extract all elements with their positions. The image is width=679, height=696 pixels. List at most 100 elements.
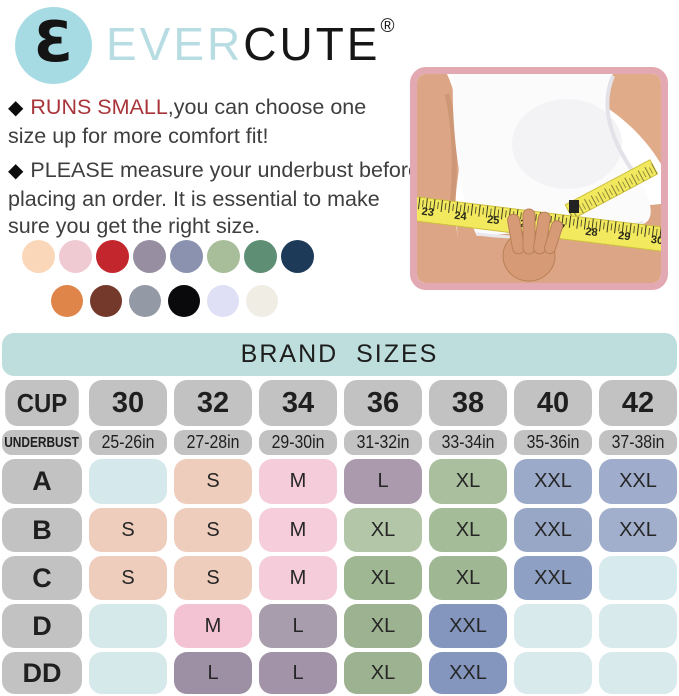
- note-line: ◆ PLEASE measure your underbust before: [8, 157, 420, 186]
- brand-size-table: BRAND SIZES CUP 30 32 34 36 38 40 42 UND…: [2, 333, 677, 694]
- size-cell: [599, 556, 677, 600]
- size-cell: L: [174, 652, 252, 694]
- cup-row-label: C: [2, 556, 82, 600]
- size-cell: XXL: [599, 459, 677, 504]
- tape-number: 24: [454, 210, 468, 224]
- color-swatch: [96, 240, 129, 273]
- tape-number: 30: [650, 234, 661, 247]
- underbust-range-label: 29-30in: [271, 432, 325, 452]
- cup-header: CUP: [5, 380, 79, 426]
- size-cell: [514, 604, 592, 648]
- size-cell: [89, 652, 167, 694]
- underbust-range: 35-36in: [514, 430, 592, 455]
- size-cell: XXL: [514, 556, 592, 600]
- size-cell: XL: [429, 508, 507, 552]
- cup-row-label: A: [2, 459, 82, 504]
- size-cell: S: [174, 459, 252, 504]
- underbust-range-label: 35-36in: [526, 432, 580, 452]
- color-swatch-row-1: [22, 240, 314, 273]
- size-cell: [599, 652, 677, 694]
- brand-name-light: EVER: [106, 18, 244, 70]
- diamond-bullet-icon: ◆: [8, 97, 24, 119]
- tape-number: 25: [486, 214, 500, 227]
- color-swatch: [59, 240, 92, 273]
- color-swatch: [281, 240, 314, 273]
- tape-clip: [569, 200, 579, 213]
- underbust-header: UNDERBUST: [2, 430, 82, 455]
- measuring-tape-end: [564, 159, 659, 220]
- table-title: BRAND SIZES: [2, 333, 677, 376]
- band-size: 34: [259, 380, 337, 426]
- band-size: 30: [89, 380, 167, 426]
- size-cell: L: [344, 459, 422, 504]
- cup-row-label: DD: [2, 652, 82, 694]
- color-swatch: [207, 285, 239, 317]
- color-swatch: [244, 240, 277, 273]
- note-text: PLEASE measure your underbust before: [30, 158, 421, 182]
- size-cell: XL: [344, 604, 422, 648]
- size-cell: S: [89, 556, 167, 600]
- color-swatch: [168, 285, 200, 317]
- size-cell: XXL: [514, 459, 592, 504]
- band-size: 32: [174, 380, 252, 426]
- color-swatch: [90, 285, 122, 317]
- tape-number: 23: [421, 206, 435, 219]
- neckline-seam: [605, 75, 637, 176]
- brand-name-dark: CUTE: [243, 18, 381, 70]
- underbust-range: 25-26in: [89, 430, 167, 455]
- note-measure-underbust: ◆ PLEASE measure your underbust before pl…: [8, 157, 420, 241]
- band-size: 36: [344, 380, 422, 426]
- brand-logo-letter-icon: Ɛ: [34, 9, 73, 75]
- underbust-range: 31-32in: [344, 430, 422, 455]
- note-line: ◆ RUNS SMALL,you can choose one: [8, 94, 366, 123]
- brand-logo: Ɛ: [15, 7, 92, 84]
- color-swatch: [246, 285, 278, 317]
- color-swatch: [129, 285, 161, 317]
- cup-row-label: D: [2, 604, 82, 648]
- note-text: ,you can choose one: [167, 95, 367, 119]
- band-size: 42: [599, 380, 677, 426]
- measurement-photo-illustration: 23 24 25 26 27 28 29 30: [417, 74, 661, 283]
- diamond-bullet-icon: ◆: [8, 160, 24, 182]
- note-line: sure you get the right size.: [8, 214, 261, 238]
- brand-wordmark: EVERCUTE®: [106, 16, 395, 71]
- size-cell: XXL: [429, 604, 507, 648]
- size-cell: S: [174, 556, 252, 600]
- size-cell: L: [259, 652, 337, 694]
- size-cell: XXL: [599, 508, 677, 552]
- note-highlight: RUNS SMALL: [30, 95, 168, 119]
- note-line: size up for more comfort fit!: [8, 123, 269, 148]
- underbust-range: 33-34in: [429, 430, 507, 455]
- underbust-range-label: 33-34in: [441, 432, 495, 452]
- size-cell: XL: [429, 459, 507, 504]
- color-swatch: [22, 240, 55, 273]
- tape-number: 29: [617, 230, 631, 243]
- hand: [502, 208, 564, 282]
- underbust-header-label: UNDERBUST: [4, 434, 80, 451]
- size-cell: XXL: [429, 652, 507, 694]
- color-swatch: [51, 285, 83, 317]
- size-cell: S: [174, 508, 252, 552]
- size-cell: XL: [344, 652, 422, 694]
- color-swatch: [207, 240, 240, 273]
- size-cell: [89, 459, 167, 504]
- tape-number: 28: [585, 226, 599, 239]
- size-cell: M: [259, 508, 337, 552]
- note-runs-small: ◆ RUNS SMALL,you can choose one size up f…: [8, 94, 366, 150]
- color-swatch: [133, 240, 166, 273]
- color-swatch-row-2: [51, 285, 278, 317]
- size-cell: S: [89, 508, 167, 552]
- registered-trademark-icon: ®: [380, 16, 395, 37]
- underbust-range-label: 31-32in: [356, 432, 410, 452]
- cup-row-label: B: [2, 508, 82, 552]
- underbust-range-label: 25-26in: [101, 432, 155, 452]
- size-cell: M: [259, 459, 337, 504]
- color-swatch: [170, 240, 203, 273]
- shoulder-skin: [537, 74, 661, 164]
- size-cell: XXL: [514, 508, 592, 552]
- size-cell: L: [259, 604, 337, 648]
- size-cell: [89, 604, 167, 648]
- note-line: placing an order. It is essential to mak…: [8, 186, 380, 211]
- underbust-range: 29-30in: [259, 430, 337, 455]
- underbust-range: 27-28in: [174, 430, 252, 455]
